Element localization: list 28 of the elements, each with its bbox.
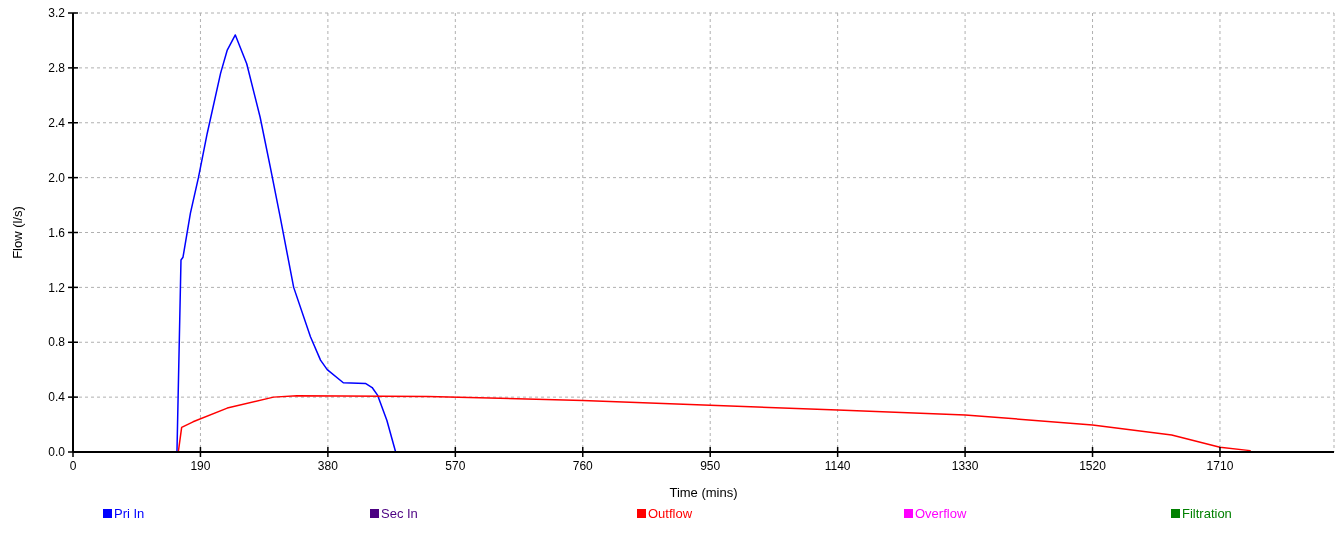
y-tick-label: 2.8 (48, 61, 66, 76)
legend-label: Sec In (381, 506, 418, 521)
y-tick-label: 0.8 (48, 335, 66, 350)
y-tick-label: 0.0 (48, 445, 66, 460)
y-tick-label: 1.2 (48, 280, 66, 295)
legend-label: Overflow (915, 506, 967, 521)
y-axis-title: Flow (l/s) (10, 206, 25, 259)
x-axis-title: Time (mins) (669, 485, 738, 500)
x-tick-label: 950 (700, 459, 721, 473)
legend-label: Filtration (1182, 506, 1232, 521)
legend-label: Outflow (648, 506, 693, 521)
x-tick-label: 570 (445, 459, 466, 473)
x-tick-label: 1710 (1206, 459, 1234, 473)
x-tick-label: 1520 (1079, 459, 1107, 473)
y-tick-label: 2.0 (48, 170, 66, 185)
x-tick-label: 380 (317, 459, 339, 473)
line-series (176, 34, 397, 453)
x-tick-label: 0 (69, 459, 77, 473)
x-tick-label: 760 (572, 459, 594, 473)
legend-label: Pri In (114, 506, 145, 521)
y-tick-label: 2.4 (48, 115, 66, 130)
y-tick-label: 0.4 (48, 390, 66, 405)
x-tick-label: 1330 (951, 459, 979, 473)
y-tick-label: 1.6 (48, 225, 66, 240)
x-tick-label: 190 (190, 459, 211, 473)
x-tick-label: 1140 (824, 459, 851, 473)
line-series (177, 395, 1251, 453)
y-tick-label: 3.2 (48, 6, 66, 21)
